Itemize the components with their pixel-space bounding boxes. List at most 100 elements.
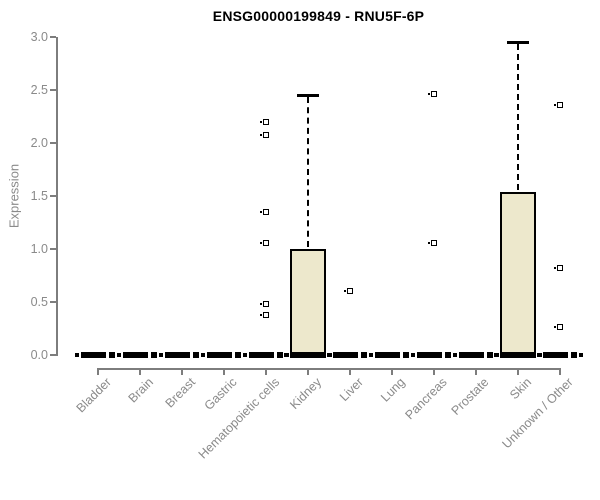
x-category-label: Gastric (202, 375, 240, 413)
zero-box-nub-left (159, 353, 163, 357)
y-tick-label: 1.5 (30, 189, 48, 203)
y-tick-label: 3.0 (30, 30, 48, 44)
outlier-point (263, 311, 269, 318)
outlier-point (347, 288, 353, 295)
outlier-point-nub (260, 303, 262, 306)
x-category-label: Skin (506, 375, 534, 403)
x-category-label: Hematopoietic cells (195, 375, 282, 462)
y-tick-label: 2.5 (30, 83, 48, 97)
zero-box (165, 352, 199, 358)
zero-box (417, 352, 451, 358)
median-nub-left (284, 353, 288, 357)
zero-box-gap (274, 352, 277, 358)
x-tick (349, 368, 351, 375)
zero-box (543, 352, 577, 358)
zero-box-nub-left (201, 353, 205, 357)
zero-box (375, 352, 409, 358)
x-tick (475, 368, 477, 375)
zero-box (249, 352, 283, 358)
zero-box-nub-left (411, 353, 415, 357)
zero-box-nub-left (243, 353, 247, 357)
x-category-label: Kidney (286, 375, 324, 412)
x-axis-line (98, 368, 560, 370)
y-tick-label: 1.0 (30, 242, 48, 256)
outlier-point (263, 301, 269, 308)
outlier-point-nub (260, 210, 262, 213)
y-tick (50, 142, 56, 144)
zero-box (123, 352, 157, 358)
outlier-point (263, 118, 269, 125)
zero-box-nub-left (327, 353, 331, 357)
x-category-label: Breast (162, 375, 198, 411)
zero-box-gap (358, 352, 361, 358)
outlier-point-nub (554, 326, 556, 329)
y-tick (50, 248, 56, 250)
median-line (500, 352, 536, 358)
zero-box-gap (400, 352, 403, 358)
zero-box-gap (232, 352, 235, 358)
outlier-point-nub (260, 241, 262, 244)
zero-box-gap (190, 352, 193, 358)
median-nub-left (494, 353, 498, 357)
x-tick (265, 368, 267, 375)
y-tick-label: 0.0 (30, 348, 48, 362)
whisker-line (517, 44, 519, 190)
zero-box-gap (442, 352, 445, 358)
zero-box-gap (568, 352, 571, 358)
outlier-point-nub (260, 120, 262, 123)
median-line (290, 352, 326, 358)
x-tick (139, 368, 141, 375)
y-tick (50, 89, 56, 91)
box-iqr (500, 191, 536, 357)
outlier-point (263, 208, 269, 215)
chart-title: ENSG00000199849 - RNU5F-6P (212, 8, 425, 24)
x-tick (307, 368, 309, 375)
x-category-label: Lung (378, 375, 408, 405)
outlier-point (557, 265, 563, 272)
zero-box-nub-right (579, 353, 583, 357)
whisker-cap (297, 93, 319, 97)
zero-box-nub-left (75, 353, 79, 357)
zero-box-gap (148, 352, 151, 358)
outlier-point-nub (554, 267, 556, 270)
outlier-point (263, 239, 269, 246)
y-tick (50, 195, 56, 197)
outlier-point-nub (260, 313, 262, 316)
x-category-label: Liver (336, 375, 366, 405)
x-tick (97, 368, 99, 375)
zero-box (333, 352, 367, 358)
x-category-label: Pancreas (402, 375, 450, 423)
outlier-point-nub (260, 133, 262, 136)
outlier-point-nub (428, 93, 430, 96)
x-tick (223, 368, 225, 375)
outlier-point (557, 101, 563, 108)
x-category-label: Bladder (73, 375, 114, 416)
x-tick (181, 368, 183, 375)
outlier-point-nub (554, 103, 556, 106)
x-category-label: Prostate (449, 375, 492, 418)
zero-box-gap (484, 352, 487, 358)
y-axis-line (56, 37, 58, 356)
zero-box-nub-left (369, 353, 373, 357)
y-tick-label: 0.5 (30, 295, 48, 309)
y-tick (50, 354, 56, 356)
whisker-line (307, 97, 309, 247)
x-tick (391, 368, 393, 375)
box-iqr (290, 249, 326, 357)
y-tick-label: 2.0 (30, 136, 48, 150)
outlier-point-nub (428, 241, 430, 244)
zero-box-nub-left (537, 353, 541, 357)
x-tick (559, 368, 561, 375)
zero-box (207, 352, 241, 358)
whisker-cap (507, 40, 529, 44)
zero-box (459, 352, 493, 358)
zero-box (81, 352, 115, 358)
outlier-point-nub (344, 290, 346, 293)
y-tick (50, 36, 56, 38)
zero-box-nub-left (117, 353, 121, 357)
outlier-point (431, 239, 437, 246)
x-tick (517, 368, 519, 375)
x-category-label: Brain (125, 375, 156, 406)
outlier-point (431, 91, 437, 98)
